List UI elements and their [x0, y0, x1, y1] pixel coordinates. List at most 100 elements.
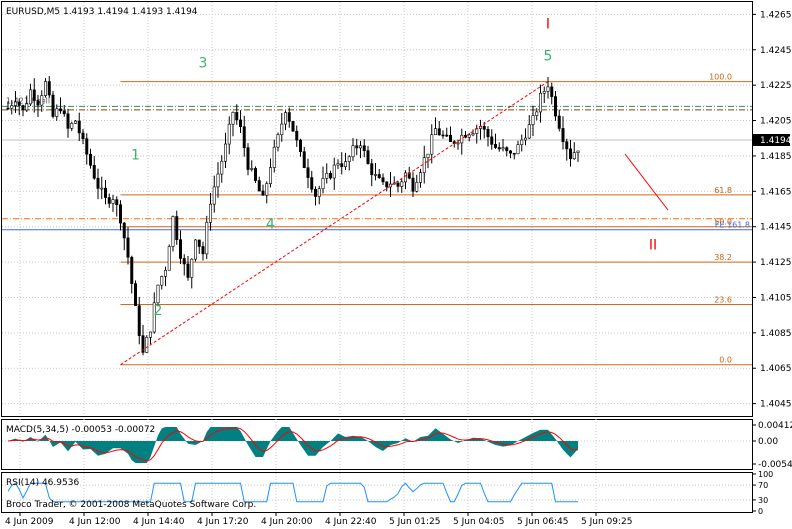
candle-body [460, 134, 464, 144]
fib-level-label: 50.0 [714, 218, 732, 227]
candles [6, 76, 580, 356]
candle-body [149, 331, 153, 338]
time-tick-label: 4 Jun 14:40 [133, 517, 185, 527]
candle-body [89, 153, 93, 166]
sell-level-label: 1.4213 sell [6, 96, 50, 105]
candle-body [486, 129, 490, 138]
candle-body [246, 147, 250, 170]
candle-body [145, 336, 149, 353]
candle-body [190, 258, 194, 278]
candle-body [355, 145, 359, 149]
trend-line [120, 81, 549, 366]
wave-label: 4 [266, 216, 275, 232]
candle-body [212, 186, 216, 205]
candle-body [422, 157, 426, 173]
candle-body [25, 103, 29, 111]
candle-body [403, 172, 407, 183]
candle-body [306, 167, 310, 178]
candle-body [482, 125, 486, 130]
candle-body [471, 133, 475, 136]
candle-body [156, 284, 160, 304]
candle-body [167, 246, 171, 271]
price-tick-label: 1.4225 [760, 81, 792, 91]
candle-body [179, 239, 183, 259]
candle-body [325, 173, 329, 179]
candle-body [205, 222, 209, 255]
candle-body [426, 153, 430, 158]
time-tick-label: 5 Jun 09:25 [581, 517, 632, 527]
candle-body [126, 237, 130, 258]
candle-body [152, 302, 156, 333]
macd-tick-label: -0.00544 [758, 460, 792, 470]
fib-level-label: 0.0 [719, 356, 732, 365]
candle-body [516, 144, 520, 155]
fib-level-label: 38.2 [714, 253, 732, 262]
candle-body [242, 126, 246, 148]
macd-histogram [8, 427, 578, 463]
candle-body [55, 108, 59, 117]
candle-body [254, 168, 258, 181]
candle-body [370, 163, 374, 176]
candle-body [366, 150, 370, 164]
wave-label: II [649, 238, 657, 254]
price-tick-label: 1.4145 [760, 223, 792, 233]
copyright-text: Broco Trader, © 2001-2008 MetaQuotes Sof… [6, 500, 256, 510]
candle-body [400, 181, 404, 187]
macd-signal-line [7, 427, 579, 462]
time-tick-label: 4 Jun 22:40 [325, 517, 377, 527]
macd-tick-label: 0.00 [758, 437, 778, 447]
candle-body [51, 94, 55, 117]
candle-body [445, 134, 449, 137]
candle-body [235, 112, 239, 121]
candle-body [62, 110, 66, 115]
price-tick-label: 1.4045 [760, 400, 792, 410]
candle-body [493, 144, 497, 148]
candle-body [130, 256, 134, 284]
candle-body [373, 174, 377, 176]
candle-body [546, 86, 550, 92]
candle-body [531, 115, 535, 125]
rsi-tick-label: 100 [758, 470, 773, 479]
candle-body [411, 177, 415, 192]
candle-body [568, 148, 572, 159]
candle-body [175, 216, 179, 240]
candle-body [250, 168, 254, 170]
candle-body [268, 167, 272, 184]
candle-body [171, 216, 175, 247]
candle-body [122, 222, 126, 239]
candle-body [201, 246, 205, 255]
candle-body [36, 100, 40, 106]
candle-body [43, 81, 47, 96]
candle-body [321, 178, 325, 190]
candle-body [111, 199, 115, 204]
time-tick-label: 5 Jun 01:25 [389, 517, 440, 527]
candle-body [415, 182, 419, 192]
candle-body [505, 147, 509, 152]
candle-body [197, 239, 201, 247]
candle-body [28, 89, 32, 105]
candle-body [523, 137, 527, 141]
candle-body [295, 130, 299, 141]
candle-body [164, 269, 168, 277]
candle-body [194, 239, 198, 260]
candle-body [343, 161, 347, 167]
candle-body [302, 151, 306, 169]
rsi-tick-label: 0 [758, 507, 763, 516]
candle-body [467, 134, 471, 138]
rsi-indicator: 100 70 30 0 [2, 470, 773, 516]
rsi-line [7, 482, 578, 503]
rsi-tick-label: 70 [758, 481, 768, 490]
macd-title: MACD(5,34,5) -0.00053 -0.00072 [6, 425, 155, 435]
price-tick-label: 1.4085 [760, 329, 792, 339]
candle-body [92, 164, 96, 179]
fib-level-label: 61.8 [714, 186, 732, 195]
candle-body [186, 263, 190, 278]
candle-body [220, 160, 224, 175]
candle-body [572, 152, 576, 159]
candle-body [501, 147, 505, 150]
candle-body [298, 139, 302, 152]
time-tick-label: 4 Jun 12:00 [69, 517, 121, 527]
rsi-panel [1, 472, 753, 513]
